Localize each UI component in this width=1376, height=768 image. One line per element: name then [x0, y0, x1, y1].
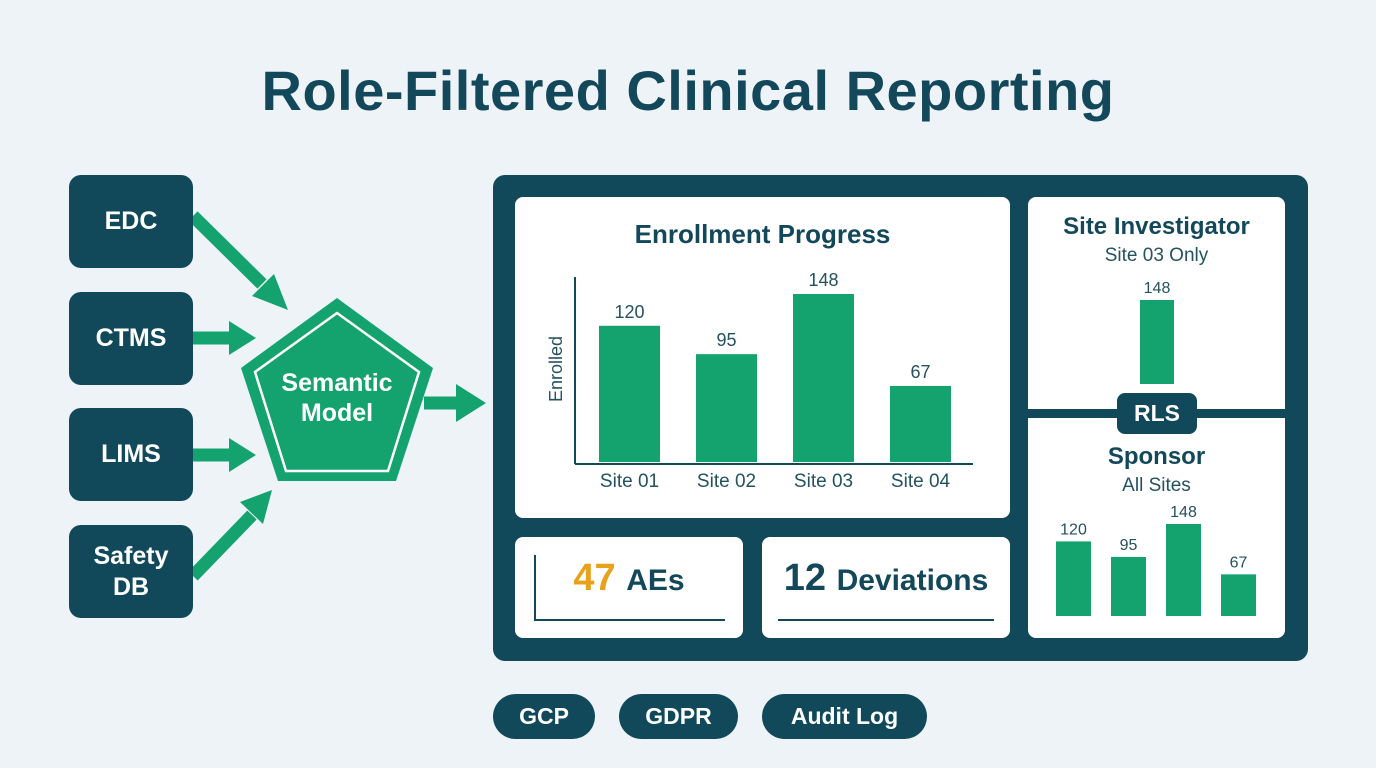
- deviations-kpi: 12 Deviations: [762, 557, 1010, 600]
- bar-2: [1166, 524, 1201, 616]
- enrollment-title: Enrollment Progress: [634, 219, 891, 249]
- category-label-0: Site 01: [600, 471, 659, 492]
- bar-label-0: 120: [1060, 521, 1087, 538]
- pill-audit-log: Audit Log: [762, 694, 927, 739]
- source-edc: EDC: [69, 175, 193, 268]
- source-ctms: CTMS: [69, 292, 193, 385]
- source-edc-label: EDC: [104, 207, 158, 235]
- category-label-1: Site 02: [697, 471, 756, 492]
- source-safety-db-label: Safety DB: [93, 541, 169, 601]
- arrowhead-lims: [229, 438, 256, 472]
- bar-label-1: 95: [716, 330, 736, 350]
- bar-0: [599, 325, 660, 462]
- deviations-label: Deviations: [836, 564, 989, 597]
- bar-3: [1221, 574, 1256, 616]
- bar-label-0: 148: [1144, 280, 1171, 297]
- bar-label-3: 67: [910, 362, 930, 382]
- source-safety-db: Safety DB: [69, 525, 193, 618]
- ae-count: 47: [573, 557, 616, 599]
- deviations-kpi-baseline: [778, 619, 994, 621]
- ae-kpi: 47 AEs: [515, 557, 743, 600]
- bar-0: [1056, 541, 1091, 616]
- bar-2: [793, 294, 854, 462]
- investigator-subtitle: Site 03 Only: [1104, 245, 1209, 266]
- source-lims: LIMS: [69, 408, 193, 501]
- arrowhead-edc: [252, 274, 288, 310]
- semantic-model-inner-outline: [253, 311, 421, 473]
- ae-kpi-baseline: [534, 619, 725, 621]
- pill-gdpr: GDPR: [619, 694, 738, 739]
- bar-1: [1111, 556, 1146, 616]
- ae-kpi-card: 47 AEs: [515, 537, 743, 638]
- bar-0: [1140, 300, 1174, 384]
- enrollment-chart: Enrolled 120 Site 01 95 Site 02 148 Site 03 67…: [546, 270, 973, 492]
- y-axis-label: Enrolled: [546, 336, 566, 402]
- source-ctms-label: CTMS: [95, 324, 167, 352]
- deviations-kpi-card: 12 Deviations: [762, 537, 1010, 638]
- ae-label: AEs: [626, 564, 685, 597]
- arrowhead-ctms: [229, 321, 256, 355]
- arrow-safety: [188, 510, 257, 581]
- arrow-edc: [188, 211, 267, 289]
- sponsor-title: Sponsor: [1107, 443, 1206, 470]
- semantic-model-label: Semantic Model: [281, 369, 393, 427]
- category-label-2: Site 03: [794, 471, 853, 492]
- arrowhead-model-out: [456, 384, 486, 422]
- investigator-chart: 148: [1140, 280, 1174, 384]
- category-label-3: Site 04: [891, 471, 951, 492]
- enrollment-card: Enrollment Progress Enrolled 120 Site 01 9…: [515, 197, 1010, 518]
- bar-3: [890, 385, 951, 462]
- deviations-count: 12: [783, 557, 826, 599]
- investigator-title: Site Investigator: [1063, 213, 1250, 240]
- page-title: Role-Filtered Clinical Reporting: [261, 59, 1115, 122]
- bar-1: [696, 354, 757, 462]
- bar-label-2: 148: [1170, 504, 1197, 521]
- ae-kpi-axis: [534, 555, 536, 621]
- sponsor-subtitle: All Sites: [1122, 475, 1191, 496]
- rls-badge: RLS: [1117, 393, 1197, 434]
- arrowhead-safety: [240, 490, 272, 524]
- pill-gcp: GCP: [493, 694, 595, 739]
- bar-label-1: 95: [1120, 537, 1138, 554]
- bar-label-2: 148: [808, 270, 838, 290]
- bar-label-0: 120: [614, 302, 644, 322]
- bar-label-3: 67: [1230, 554, 1248, 571]
- sponsor-chart: 120 95 148 67: [1056, 504, 1256, 616]
- source-lims-label: LIMS: [101, 440, 161, 468]
- semantic-model-shape: [241, 298, 433, 481]
